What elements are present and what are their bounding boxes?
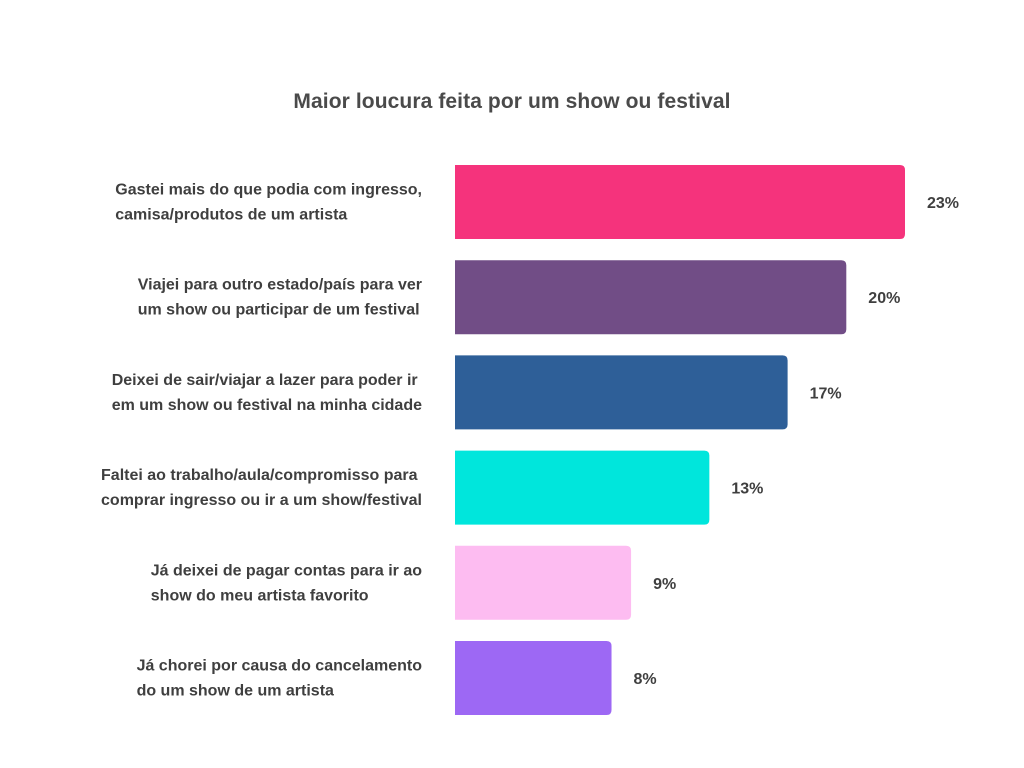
value-label-2: 20% — [868, 290, 900, 307]
bar-4 — [455, 450, 710, 525]
value-label-6: 8% — [634, 671, 657, 688]
bar-6 — [455, 641, 612, 715]
value-label-4: 13% — [731, 481, 763, 498]
category-label-6: Já chorei por causa do cancelamento do um… — [137, 658, 423, 700]
category-label-5-line-1: Já deixei de pagar contas para ir ao — [151, 562, 422, 579]
value-label-1: 23% — [927, 195, 959, 212]
category-label-4: Faltei ao trabalho/aula/compromisso para… — [101, 467, 422, 509]
value-label-3: 17% — [810, 385, 842, 402]
category-label-1-line-1: Gastei mais do que podia com ingresso, — [115, 182, 422, 199]
bar-1 — [455, 165, 905, 239]
category-label-2-line-1: Viajei para outro estado/país para ver — [138, 277, 422, 294]
category-label-2: Viajei para outro estado/país para ver um… — [138, 277, 422, 319]
category-label-6-line-1: Já chorei por causa do cancelamento — [137, 658, 423, 675]
category-label-1: Gastei mais do que podia com ingresso, ca… — [115, 182, 422, 224]
value-label-5: 9% — [653, 576, 676, 593]
bar-2 — [455, 260, 847, 335]
category-label-5: Já deixei de pagar contas para ir ao show… — [151, 562, 422, 604]
bar-3 — [455, 355, 788, 430]
category-label-4-line-1: Faltei ao trabalho/aula/compromisso para — [101, 467, 418, 484]
category-label-4-line-2: comprar ingresso ou ir a um show/festiva… — [101, 492, 422, 509]
category-label-2-line-2: um show ou participar de um festival — [138, 302, 420, 319]
category-label-6-line-2: do um show de um artista — [137, 683, 334, 700]
category-label-5-line-2: show do meu artista favorito — [151, 587, 369, 604]
category-label-3-line-2: em um show ou festival na minha cidade — [112, 397, 422, 414]
chart-title: Maior loucura feita por um show ou festi… — [293, 90, 731, 113]
bar-5 — [455, 545, 632, 620]
category-label-3: Deixei de sair/viajar a lazer para poder… — [112, 372, 422, 414]
category-label-3-line-1: Deixei de sair/viajar a lazer para poder… — [112, 372, 418, 389]
category-label-1-line-2: camisa/produtos de um artista — [115, 207, 347, 224]
